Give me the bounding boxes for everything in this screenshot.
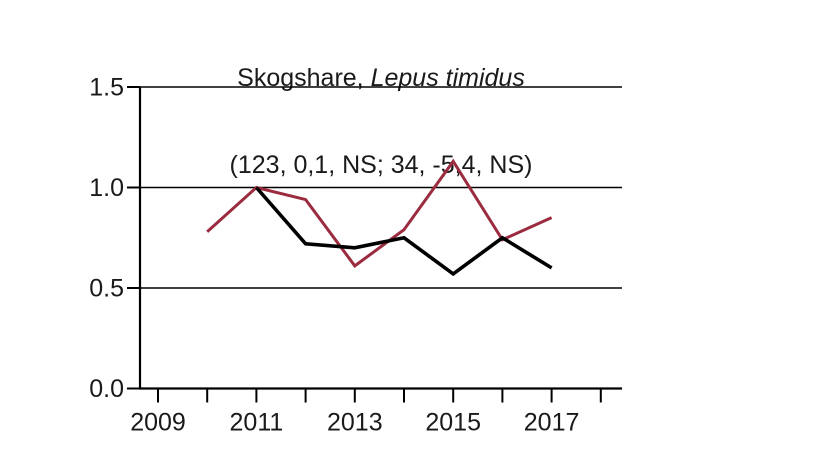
x-tick-label: 2015 <box>425 409 481 437</box>
chart-title-block: Skogshare, Lepus timidus (123, 0,1, NS; … <box>0 6 762 238</box>
x-tick-label: 2011 <box>230 409 284 437</box>
black-line-series <box>255 186 553 277</box>
x-tick-label: 2017 <box>524 409 580 437</box>
y-tick-label: 1.0 <box>89 174 124 202</box>
y-tick-label: 0.0 <box>89 375 124 403</box>
chart-subtitle: (123, 0,1, NS; 34, -5,4, NS) <box>229 151 533 179</box>
x-tick-label: 2013 <box>327 409 383 437</box>
y-tick-label: 0.5 <box>89 275 124 303</box>
red-line-series <box>206 158 553 268</box>
y-tick-label: 1.5 <box>89 74 124 102</box>
x-tick-label: 2009 <box>130 409 186 437</box>
